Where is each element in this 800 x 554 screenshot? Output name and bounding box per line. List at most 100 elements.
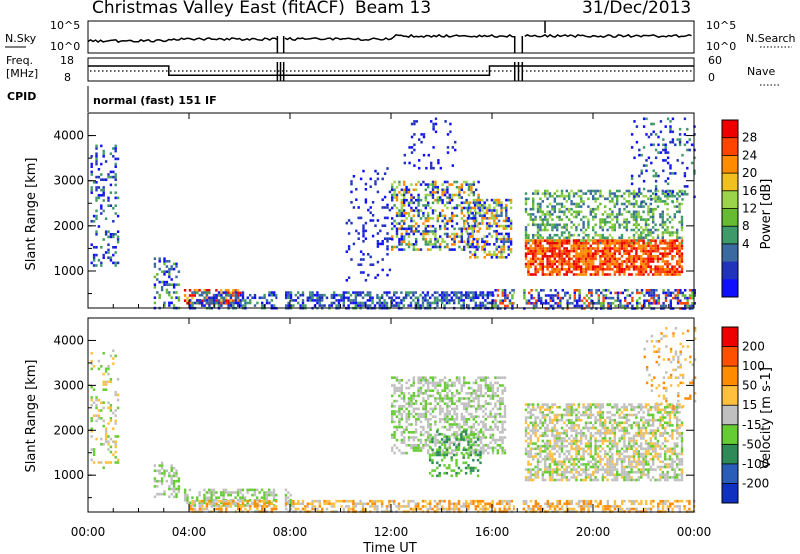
power-cell: [556, 242, 559, 245]
power-cell: [455, 232, 459, 236]
power-cell: [453, 193, 456, 197]
velocity-cell: [467, 446, 471, 450]
power-cell: [371, 263, 375, 266]
power-cell: [500, 248, 503, 251]
power-cell: [525, 302, 528, 305]
velocity-cell: [114, 414, 117, 417]
power-cell: [388, 208, 392, 212]
power-cell: [292, 299, 295, 302]
velocity-cell: [393, 392, 396, 395]
power-cell: [642, 262, 645, 266]
power-cell: [625, 252, 628, 255]
velocity-cell: [551, 502, 554, 506]
velocity-cell: [201, 499, 204, 503]
power-cell: [205, 301, 209, 305]
power-cell: [686, 140, 689, 144]
power-cell: [362, 224, 365, 227]
power-cell: [609, 296, 612, 300]
power-cell: [649, 207, 652, 211]
power-cell: [637, 228, 640, 232]
power-cell: [451, 206, 454, 210]
velocity-cell: [163, 472, 166, 475]
velocity-cell: [493, 507, 497, 511]
power-cell: [678, 190, 682, 193]
power-cell: [602, 289, 605, 292]
velocity-cell: [422, 425, 425, 429]
power-cell: [434, 122, 438, 126]
power-cell: [407, 240, 411, 244]
power-cell: [431, 185, 435, 189]
power-cell: [524, 202, 528, 206]
power-cell: [614, 291, 617, 295]
velocity-cell: [678, 499, 681, 503]
power-cell: [481, 293, 485, 297]
power-cell: [417, 204, 420, 207]
power-cell: [477, 193, 480, 197]
power-cell: [673, 194, 676, 198]
velocity-cell: [558, 499, 561, 503]
velocity-cell: [412, 436, 415, 439]
power-cell: [666, 226, 669, 229]
power-cell: [391, 193, 394, 197]
power-cell: [446, 185, 449, 189]
power-cell: [625, 249, 628, 253]
power-cell: [436, 188, 439, 192]
power-cell: [506, 296, 509, 300]
power-cell: [649, 189, 652, 193]
velocity-cell: [175, 492, 178, 496]
power-cell: [616, 202, 619, 206]
velocity-cell: [482, 431, 485, 434]
power-cell: [553, 205, 556, 208]
power-cell: [524, 231, 528, 234]
velocity-cell: [289, 501, 292, 505]
power-cell: [495, 248, 498, 251]
power-cell: [205, 299, 209, 302]
power-cell: [366, 304, 369, 307]
power-cell: [458, 191, 461, 194]
power-cell: [640, 265, 643, 268]
nsky-right-tick-top: 10^5: [706, 19, 736, 32]
power-cell: [693, 289, 696, 292]
power-cell: [561, 296, 564, 300]
power-cell: [613, 215, 616, 219]
power-cell: [410, 193, 413, 197]
power-cell: [652, 257, 655, 261]
power-cell: [156, 278, 159, 281]
power-cell: [596, 244, 600, 248]
power-cell: [455, 222, 459, 225]
power-cell: [328, 304, 331, 307]
velocity-cell: [422, 392, 425, 395]
power-cell: [686, 185, 689, 188]
velocity-cell: [268, 502, 271, 506]
velocity-cell: [424, 499, 427, 503]
power-cell: [572, 223, 576, 227]
power-cell: [637, 270, 640, 274]
power-cell: [431, 188, 435, 192]
power-cell: [383, 291, 386, 294]
power-cell: [599, 218, 602, 221]
velocity-cell: [434, 376, 437, 379]
power-cell: [645, 117, 648, 121]
velocity-cell: [549, 502, 552, 506]
power-cell: [474, 296, 477, 300]
power-cell: [224, 296, 228, 300]
velocity-cell: [453, 420, 456, 424]
velocity-cell: [357, 502, 360, 506]
power-cell: [478, 227, 482, 230]
velocity-cell: [465, 438, 468, 442]
velocity-cell: [427, 433, 430, 437]
power-cell: [460, 296, 463, 300]
power-cell: [606, 220, 609, 224]
velocity-cell: [325, 507, 329, 511]
velocity-cell: [479, 436, 483, 439]
velocity-cell: [104, 437, 108, 441]
power-cell: [638, 296, 641, 300]
power-cell: [575, 205, 578, 208]
power-cell: [666, 252, 669, 255]
velocity-cell: [463, 420, 466, 424]
power-cell: [460, 183, 463, 186]
velocity-cell: [489, 502, 492, 506]
power-cell: [575, 210, 578, 214]
velocity-cell: [482, 449, 485, 452]
power-cell: [606, 262, 609, 266]
